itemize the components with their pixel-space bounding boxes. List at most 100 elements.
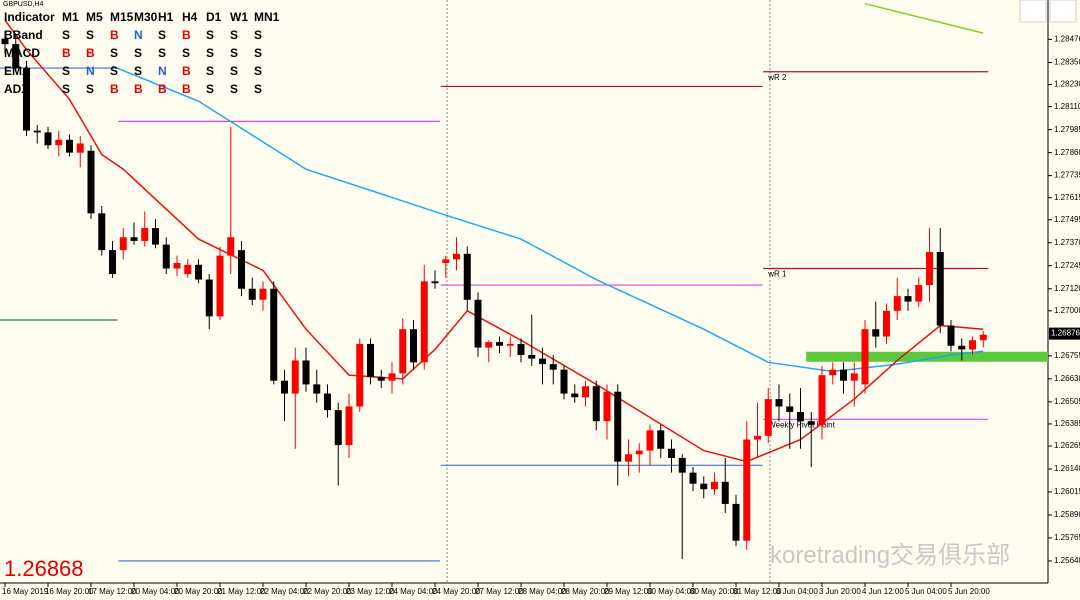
- table-row: ADX S S B B B B S S S: [4, 80, 279, 98]
- candle-body: [969, 340, 976, 350]
- x-tick-label: 22 May 04:00: [260, 587, 309, 596]
- candle-body: [205, 279, 213, 317]
- x-tick-label: 16 May 2019: [2, 587, 49, 596]
- candle-body: [87, 150, 95, 214]
- y-tick-label: 1.26015: [1054, 487, 1080, 496]
- candle-body: [345, 406, 353, 446]
- y-tick-label: 1.25765: [1054, 533, 1080, 542]
- table-cell: M1: [62, 10, 79, 24]
- table-cell: H1: [158, 10, 174, 24]
- table-cell: B: [86, 46, 95, 60]
- candle-body: [367, 343, 374, 378]
- candle-body: [377, 377, 385, 381]
- candle-body: [76, 143, 84, 153]
- table-label: BBand: [4, 28, 43, 42]
- y-tick-label: 1.27735: [1054, 171, 1080, 180]
- candle-body: [453, 253, 460, 260]
- table-row: BBand S S B N S B S S S: [4, 26, 279, 44]
- table-cell: S: [206, 46, 215, 60]
- candle-body: [216, 255, 224, 317]
- candle-body: [356, 343, 364, 407]
- candle-body: [915, 285, 923, 302]
- candle-body: [818, 375, 826, 425]
- candle-body: [496, 342, 503, 346]
- candle-body: [119, 237, 127, 251]
- table-cell: S: [158, 46, 167, 60]
- symbol: GBPUSD,H4: [3, 1, 44, 8]
- candle-body: [463, 253, 471, 300]
- table-cell: S: [254, 82, 263, 96]
- table-cell: S: [230, 28, 239, 42]
- candle-body: [678, 457, 686, 473]
- candle-body: [764, 399, 772, 436]
- candle-body: [829, 369, 837, 376]
- candle-body: [388, 373, 396, 381]
- table-cell: B: [134, 82, 143, 96]
- candle-body: [238, 250, 245, 289]
- table-cell: S: [206, 64, 215, 78]
- table-cell: M5: [86, 10, 103, 24]
- candle-body: [442, 259, 450, 263]
- candle-body: [958, 345, 966, 350]
- table-cell: S: [62, 82, 71, 96]
- candle-body: [926, 251, 933, 286]
- candle-body: [893, 296, 901, 311]
- x-tick-label: 28 May 20:00: [561, 587, 610, 596]
- y-tick-label: 1.28230: [1054, 80, 1080, 89]
- candle-body: [775, 399, 783, 407]
- candle-body: [689, 472, 697, 484]
- table-cell: H4: [182, 10, 198, 24]
- y-tick-label: 1.27120: [1054, 284, 1080, 293]
- candle-body: [162, 244, 170, 269]
- candle-body: [592, 386, 600, 422]
- table-cell: S: [206, 82, 215, 96]
- table-cell: S: [158, 28, 167, 42]
- candle-body: [979, 334, 987, 341]
- toolbar-icon[interactable]: [1019, 0, 1047, 23]
- table-cell: S: [254, 46, 263, 60]
- table-row: Indicator M1 M5 M15 M30 H1 H4 D1 W1 MN1: [4, 8, 279, 26]
- toolbar-icon[interactable]: [1049, 0, 1077, 23]
- y-tick-label: 1.25890: [1054, 510, 1080, 519]
- candle-body: [302, 360, 310, 385]
- y-tick-label: 1.26755: [1054, 351, 1080, 360]
- candle-body: [1, 38, 9, 45]
- table-cell: S: [230, 46, 239, 60]
- candle-body: [291, 360, 299, 394]
- table-cell: N: [134, 28, 143, 42]
- table-cell: D1: [206, 10, 222, 24]
- candle-body: [141, 228, 149, 241]
- table-cell: S: [62, 64, 71, 78]
- table-cell: B: [62, 46, 71, 60]
- candle-body: [248, 288, 256, 300]
- table-cell: N: [86, 64, 95, 78]
- candle-body: [700, 483, 708, 490]
- table-cell: N: [158, 64, 167, 78]
- y-tick-label: 1.26505: [1054, 397, 1080, 406]
- level-label: wR 2: [767, 73, 787, 82]
- candle-body: [657, 430, 665, 449]
- candle-body: [195, 264, 202, 280]
- table-cell: B: [110, 28, 119, 42]
- x-tick-label: 29 May 12:00: [604, 587, 653, 596]
- indicator-table: Indicator M1 M5 M15 M30 H1 H4 D1 W1 MN1 BBand S S B N S…: [4, 8, 279, 98]
- table-cell: B: [182, 64, 191, 78]
- candle-body: [614, 391, 622, 462]
- candle-body: [55, 139, 63, 146]
- plot: wR 2 wR 1 Weekly Pivot Point: [0, 2, 1048, 562]
- table-cell: M15: [110, 10, 134, 24]
- current-price-label: 1.26876: [1051, 329, 1080, 338]
- y-tick-label: 1.27245: [1054, 261, 1080, 270]
- candle-body: [33, 130, 41, 133]
- x-tick-label: 21 May 12:00: [217, 587, 266, 596]
- candle-body: [313, 384, 321, 394]
- candle-body: [947, 325, 955, 346]
- y-tick-label: 1.26140: [1054, 464, 1080, 473]
- table-row: EMA S N S S N B S S S: [4, 62, 279, 80]
- x-tick-label: 16 May 20:00: [45, 587, 94, 596]
- candle-body: [743, 439, 751, 541]
- candle-body: [324, 393, 331, 411]
- y-tick-label: 1.25640: [1054, 556, 1080, 565]
- x-tick-label: 17 May 12:00: [88, 587, 137, 596]
- level-label: wR 1: [767, 270, 787, 279]
